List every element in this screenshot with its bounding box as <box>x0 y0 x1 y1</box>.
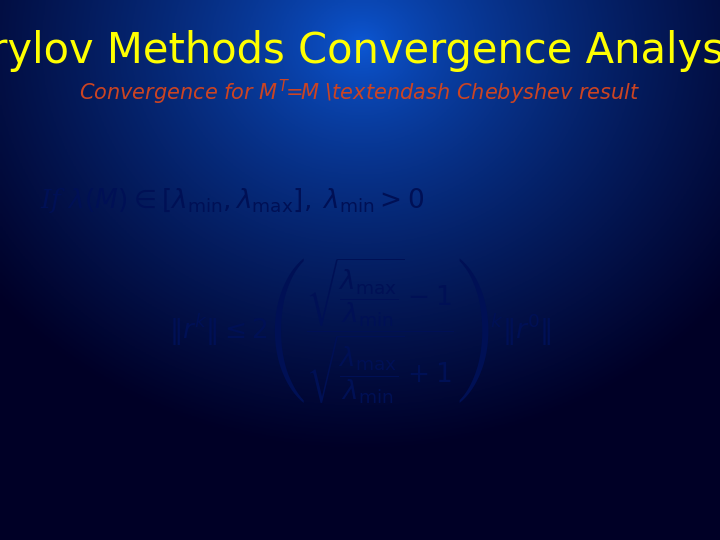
Text: $\|r^k\| \leq 2 \left( \dfrac{\sqrt{\dfrac{\lambda_{\max}}{\lambda_{\min}}}-1}{\: $\|r^k\| \leq 2 \left( \dfrac{\sqrt{\dfr… <box>168 257 552 407</box>
Text: Convergence for $M^T\!\!=\!\!M$ \textendash Chebyshev result: Convergence for $M^T\!\!=\!\!M$ \textend… <box>79 78 641 107</box>
Text: Krylov Methods Convergence Analysis: Krylov Methods Convergence Analysis <box>0 30 720 72</box>
Text: If $\lambda(M)\in[\lambda_{\mathrm{min}},\lambda_{\mathrm{max}}],\;\lambda_{\mat: If $\lambda(M)\in[\lambda_{\mathrm{min}}… <box>40 186 424 215</box>
